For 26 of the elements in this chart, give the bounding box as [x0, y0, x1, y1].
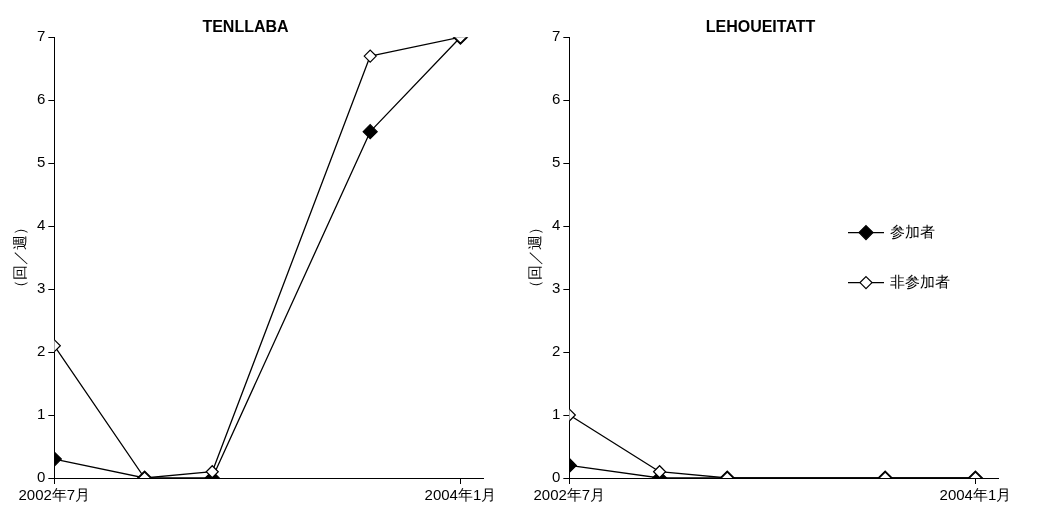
y-tick-label: 6	[37, 90, 46, 108]
y-tick-label: 0	[552, 468, 561, 486]
chart-title: TENLLABA	[202, 18, 290, 36]
legend-label: 非参加者	[890, 272, 950, 290]
y-tick-label: 7	[552, 27, 561, 45]
x-tick-label: 2004年1月	[424, 486, 497, 504]
y-tick-label: 3	[37, 279, 46, 297]
y-tick-label: 5	[552, 153, 561, 171]
y-tick-label: 1	[552, 405, 561, 423]
x-tick-label: 2002年7月	[18, 486, 91, 504]
y-tick-label: 0	[37, 468, 46, 486]
chart-title: LEHOUEITATT	[705, 18, 816, 36]
y-tick-label: 4	[37, 216, 46, 234]
y-tick-label: 3	[552, 279, 561, 297]
y-tick-label: 2	[552, 342, 561, 360]
y-tick-label: 2	[37, 342, 46, 360]
legend-label: 参加者	[890, 222, 935, 240]
x-tick-label: 2004年1月	[939, 486, 1012, 504]
y-tick-label: 5	[37, 153, 46, 171]
y-axis-title: （回／週）	[11, 220, 29, 296]
y-tick-label: 4	[552, 216, 561, 234]
y-axis-title: （回／週）	[526, 220, 544, 296]
y-tick-label: 6	[552, 90, 561, 108]
y-tick-label: 1	[37, 405, 46, 423]
y-tick-label: 7	[37, 27, 46, 45]
x-tick-label: 2002年7月	[533, 486, 606, 504]
